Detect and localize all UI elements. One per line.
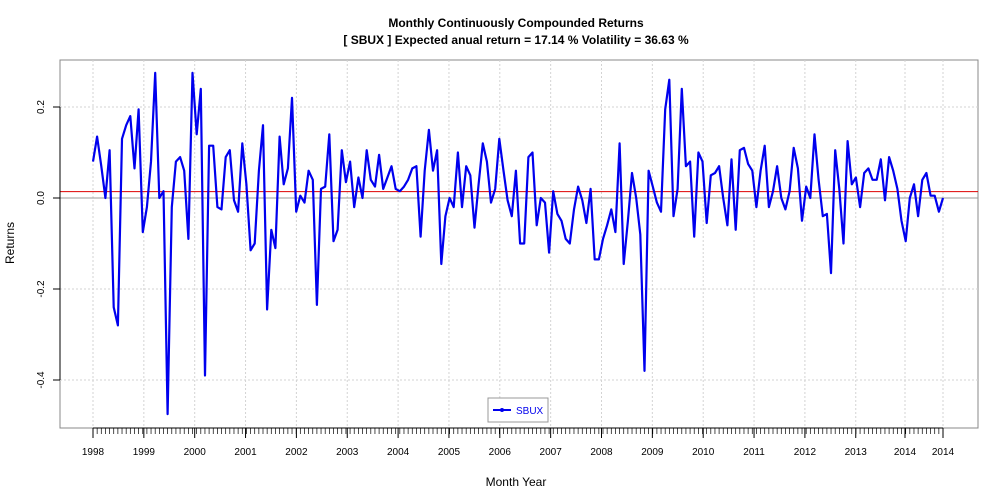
x-tick-label: 2014: [894, 447, 917, 458]
x-tick-label: 2014: [932, 447, 955, 458]
x-tick-label: 2001: [234, 447, 257, 458]
x-tick-label: 2006: [489, 447, 512, 458]
x-tick-label: 1999: [133, 447, 156, 458]
x-tick-label: 2004: [387, 447, 410, 458]
y-tick-label: 0.0: [36, 191, 47, 205]
x-tick-label: 2012: [794, 447, 817, 458]
x-tick-label: 2013: [845, 447, 868, 458]
y-tick-label: -0.4: [36, 371, 47, 389]
x-tick-label: 2011: [743, 447, 765, 458]
x-tick-label: 2009: [641, 447, 664, 458]
legend-label-sbux: SBUX: [516, 406, 544, 417]
y-axis-label: Returns: [3, 222, 17, 264]
x-tick-label: 2008: [590, 447, 613, 458]
chart-subtitle: [ SBUX ] Expected anual return = 17.14 %…: [343, 33, 689, 47]
x-tick-label: 1998: [82, 447, 105, 458]
y-tick-label: 0.2: [36, 100, 47, 114]
y-tick-label: -0.2: [36, 280, 47, 298]
legend-swatch-marker: [500, 408, 504, 412]
x-tick-label: 2000: [184, 447, 207, 458]
chart-title: Monthly Continuously Compounded Returns: [388, 16, 644, 30]
series-line-sbux: [91, 71, 945, 416]
legend: SBUX: [487, 397, 549, 423]
x-tick-label: 2010: [692, 447, 715, 458]
x-axis-label: Month Year: [486, 475, 547, 489]
x-tick-label: 2005: [438, 447, 461, 458]
x-tick-label: 2007: [540, 447, 563, 458]
x-tick-label: 2003: [336, 447, 359, 458]
plot-area: 1998 1999 2000 2001 2002 2003 2004 2005 2006 2007…: [36, 59, 979, 458]
x-tick-label: 2002: [285, 447, 308, 458]
